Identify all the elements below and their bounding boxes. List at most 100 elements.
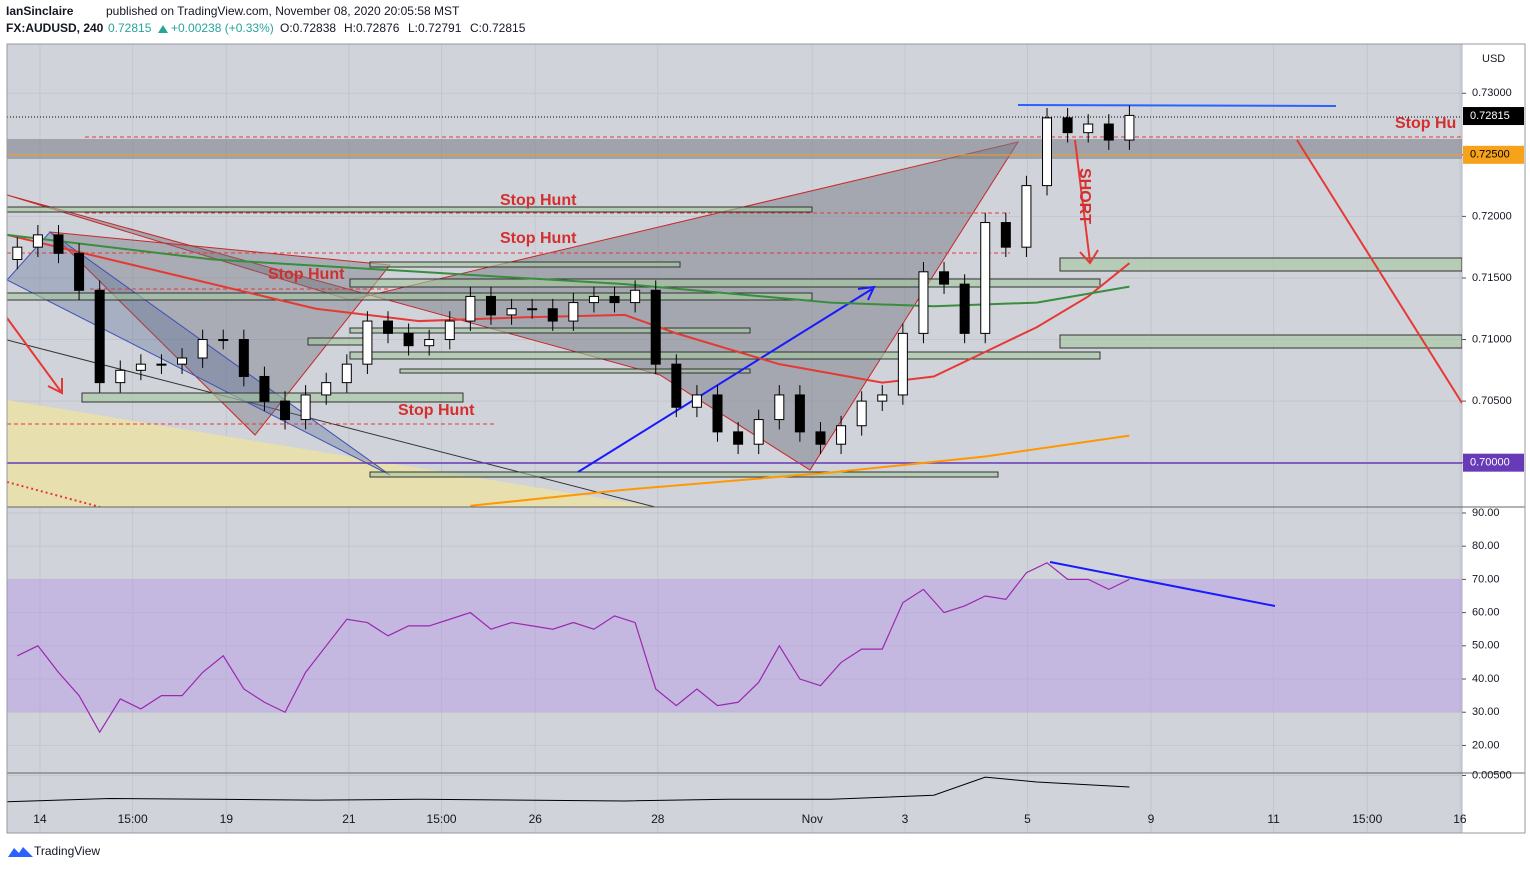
annotation: Stop Hunt (500, 192, 577, 209)
candle-body (444, 320, 455, 341)
arrow (577, 288, 873, 473)
up-icon (158, 25, 168, 33)
candle-body (1124, 114, 1135, 141)
y-tick-label: 0.73000 (1472, 87, 1512, 99)
candle-body (424, 339, 435, 347)
candle-body (939, 271, 950, 285)
y-tick-label: 30.00 (1472, 706, 1500, 718)
trend-line (1296, 139, 1462, 404)
candle-body (547, 308, 558, 322)
candle-body (712, 394, 723, 433)
candle-body (815, 431, 826, 445)
x-tick-label: 15:00 (1352, 812, 1382, 826)
annotation: Stop Hunt (500, 230, 577, 247)
candle-body (753, 419, 764, 445)
candle-body (897, 332, 908, 396)
candle-body (856, 400, 867, 427)
x-tick-label: Nov (802, 812, 823, 826)
candle-body (53, 234, 64, 254)
series (7, 105, 1135, 507)
candle-body (485, 295, 496, 316)
y-tick-label: 0.00500 (1472, 769, 1512, 781)
candle-body (177, 357, 188, 365)
moving-average (7, 233, 1131, 384)
candle-body (135, 363, 146, 371)
footer: TradingView (34, 844, 100, 858)
price-badge-label: 0.70000 (1470, 457, 1510, 469)
y-tick-label: 0.71500 (1472, 272, 1512, 284)
candle-body (94, 289, 105, 384)
y-tick-label: 0.71000 (1472, 333, 1512, 345)
candle-body (877, 394, 888, 402)
zone (7, 139, 1462, 159)
candle-body (671, 363, 682, 408)
dashed-levels (7, 136, 1462, 425)
y-tick-label: 0.72000 (1472, 210, 1512, 222)
candle-body (506, 308, 517, 316)
oscillator-line (6, 776, 1130, 803)
y-tick-label: 20.00 (1472, 739, 1500, 751)
candle-body (980, 222, 991, 334)
x-tick-label: 3 (902, 812, 909, 826)
annotation: SHORT (1076, 168, 1093, 224)
arrowhead (1079, 249, 1099, 265)
price-badge (1463, 107, 1524, 126)
x-tick-label: 19 (220, 812, 234, 826)
change: +0.00238 (+0.33%) (171, 21, 274, 35)
candle-body (259, 375, 270, 402)
lower-panes (6, 562, 1130, 803)
annotation: Stop Hu (1395, 115, 1456, 132)
currency: USD (1482, 53, 1505, 65)
frame (6, 43, 1526, 834)
candle-body (691, 394, 702, 408)
candle-body (1103, 123, 1114, 141)
candle-body (156, 363, 167, 366)
zone (7, 206, 813, 213)
symbol: FX:AUDUSD, 240 (6, 21, 104, 35)
candle-body (794, 394, 805, 433)
zone (369, 471, 999, 478)
x-tick-label: 16 (1453, 812, 1467, 826)
zone (7, 400, 655, 507)
dotted-line (7, 481, 101, 507)
candle-body (321, 382, 332, 396)
moving-average (7, 233, 1130, 308)
candle-body (650, 289, 661, 365)
zones (7, 206, 1462, 478)
candle-body (32, 234, 43, 248)
y-tick-label: 80.00 (1472, 540, 1500, 552)
annotation: Stop Hunt (268, 266, 345, 283)
candle-body (1021, 185, 1032, 248)
candle-body (238, 339, 249, 377)
y-tick-label: 70.00 (1472, 573, 1500, 585)
y-tick-label: 90.00 (1472, 507, 1500, 519)
price-badge-label: 0.72815 (1470, 110, 1510, 122)
price-badge (1463, 453, 1524, 472)
arrowhead (47, 378, 63, 395)
zone (7, 292, 813, 301)
x-tick-label: 15:00 (118, 812, 148, 826)
price-badge-label: 0.72500 (1470, 149, 1510, 161)
y-tick-label: 0.70500 (1472, 395, 1512, 407)
logo (8, 847, 33, 857)
candle-body (218, 339, 229, 342)
annotation: Stop Hunt (398, 402, 475, 419)
candle-body (465, 295, 476, 322)
arrow (1074, 139, 1091, 263)
x-tick-label: 5 (1024, 812, 1031, 826)
candle-body (609, 295, 620, 304)
labels: 14 15:00 19 21 15:00 26 28 Nov 3 5 9 11 15:00 16 0.730… (33, 87, 1524, 826)
candle-body (12, 246, 23, 260)
candle-body (733, 431, 744, 445)
y-tick-label: 40.00 (1472, 673, 1500, 685)
ohlc-open: O:0.72838 (280, 21, 336, 35)
ohlc-high: H:0.72876 (344, 21, 400, 35)
zone (369, 261, 681, 268)
zone (349, 327, 751, 334)
x-tick-label: 15:00 (427, 812, 457, 826)
x-tick-label: 21 (342, 812, 356, 826)
candle-body (630, 289, 641, 304)
candle-body (362, 320, 373, 365)
level (1017, 104, 1337, 107)
